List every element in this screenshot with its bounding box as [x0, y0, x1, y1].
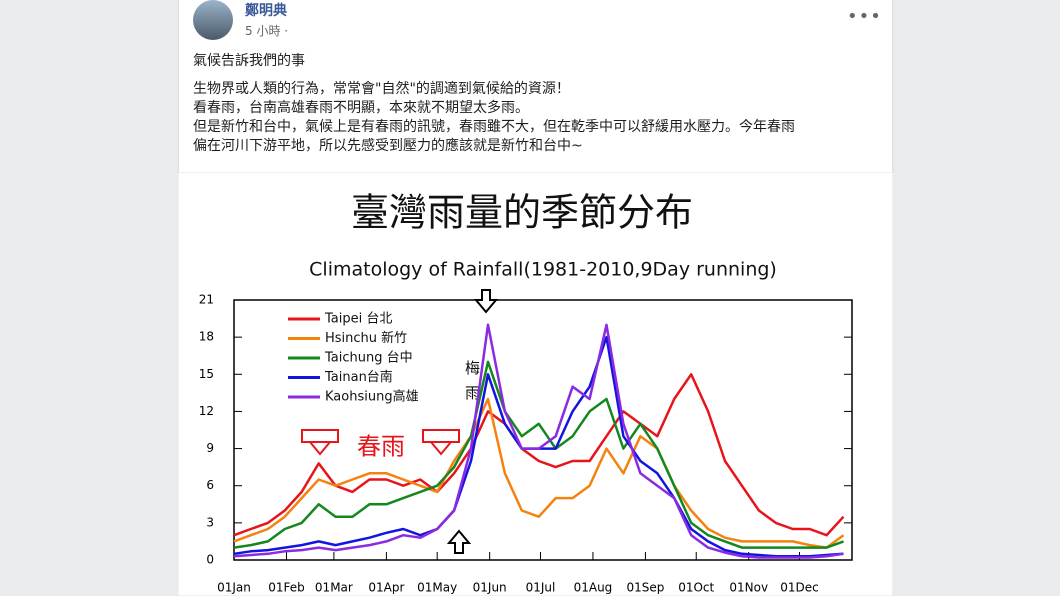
legend-label: Tainan台南 [324, 369, 393, 385]
avatar[interactable] [193, 0, 233, 40]
x-tick-label: 01Mar [315, 581, 353, 595]
y-tick-label: 21 [199, 293, 214, 307]
post-text: 看春雨，台南高雄春雨不明顯，本來就不期望太多雨。 [193, 100, 529, 116]
x-tick-label: 01Dec [780, 581, 819, 595]
post-text: 生物界或人類的行為，常常會"自然"的調適到氣候給的資源！ [193, 81, 570, 97]
chart-title: 臺灣雨量的季節分布 [351, 191, 693, 235]
x-tick-label: 01Jun [473, 581, 507, 595]
series-line [233, 360, 844, 549]
author[interactable]: 鄭明典 [245, 3, 287, 19]
timestamp[interactable]: 5 小時 · [245, 24, 289, 38]
y-tick-label: 3 [206, 515, 214, 529]
post-text: 偏在河川下游平地，所以先感受到壓力的應該就是新竹和台中~ [193, 138, 583, 154]
chart-subtitle: Climatology of Rainfall(1981-2010,9Day r… [309, 259, 777, 281]
annotation: 春雨 [357, 433, 405, 461]
plot-frame [233, 299, 853, 561]
y-tick-label: 18 [199, 330, 214, 344]
arrow [422, 429, 460, 456]
annotation: 梅雨 [463, 360, 481, 410]
y-tick-label: 9 [206, 441, 214, 455]
legend-label: Taipei 台北 [324, 312, 392, 327]
x-tick-label: 01Apr [368, 581, 404, 595]
y-tick-label: 0 [206, 553, 214, 567]
series-line [233, 397, 845, 549]
y-tick-label: 15 [199, 367, 214, 381]
series-line [233, 323, 844, 559]
arrow [301, 429, 339, 456]
x-tick-label: 01Jul [526, 581, 556, 595]
post-text: 氣候告訴我們的事 [193, 53, 305, 69]
x-tick-label: 01May [417, 581, 457, 595]
legend-label: Hsinchu 新竹 [325, 330, 407, 346]
arrow [473, 289, 499, 314]
more-button[interactable]: ••• [847, 6, 882, 27]
chart[interactable]: 臺灣雨量的季節分布 Climatology of Rainfall(1981-2… [178, 172, 893, 596]
chart-bg [178, 172, 893, 596]
legend-label: Kaohsiung高雄 [325, 389, 419, 405]
x-tick-label: 01Jan [217, 581, 251, 595]
post-text: 但是新竹和台中，氣候上是有春雨的訊號，春雨雖不大，但在乾季中可以舒緩用水壓力。今… [193, 119, 795, 135]
x-tick-label: 01Oct [678, 581, 714, 595]
y-tick-label: 6 [206, 478, 214, 492]
x-tick-label: 01Nov [729, 581, 768, 595]
y-tick-label: 12 [199, 404, 214, 418]
arrow [446, 529, 472, 554]
x-tick-label: 01Feb [268, 581, 305, 595]
x-tick-label: 01Aug [574, 581, 613, 595]
legend-label: Taichung 台中 [324, 351, 413, 366]
x-tick-label: 01Sep [626, 581, 664, 595]
